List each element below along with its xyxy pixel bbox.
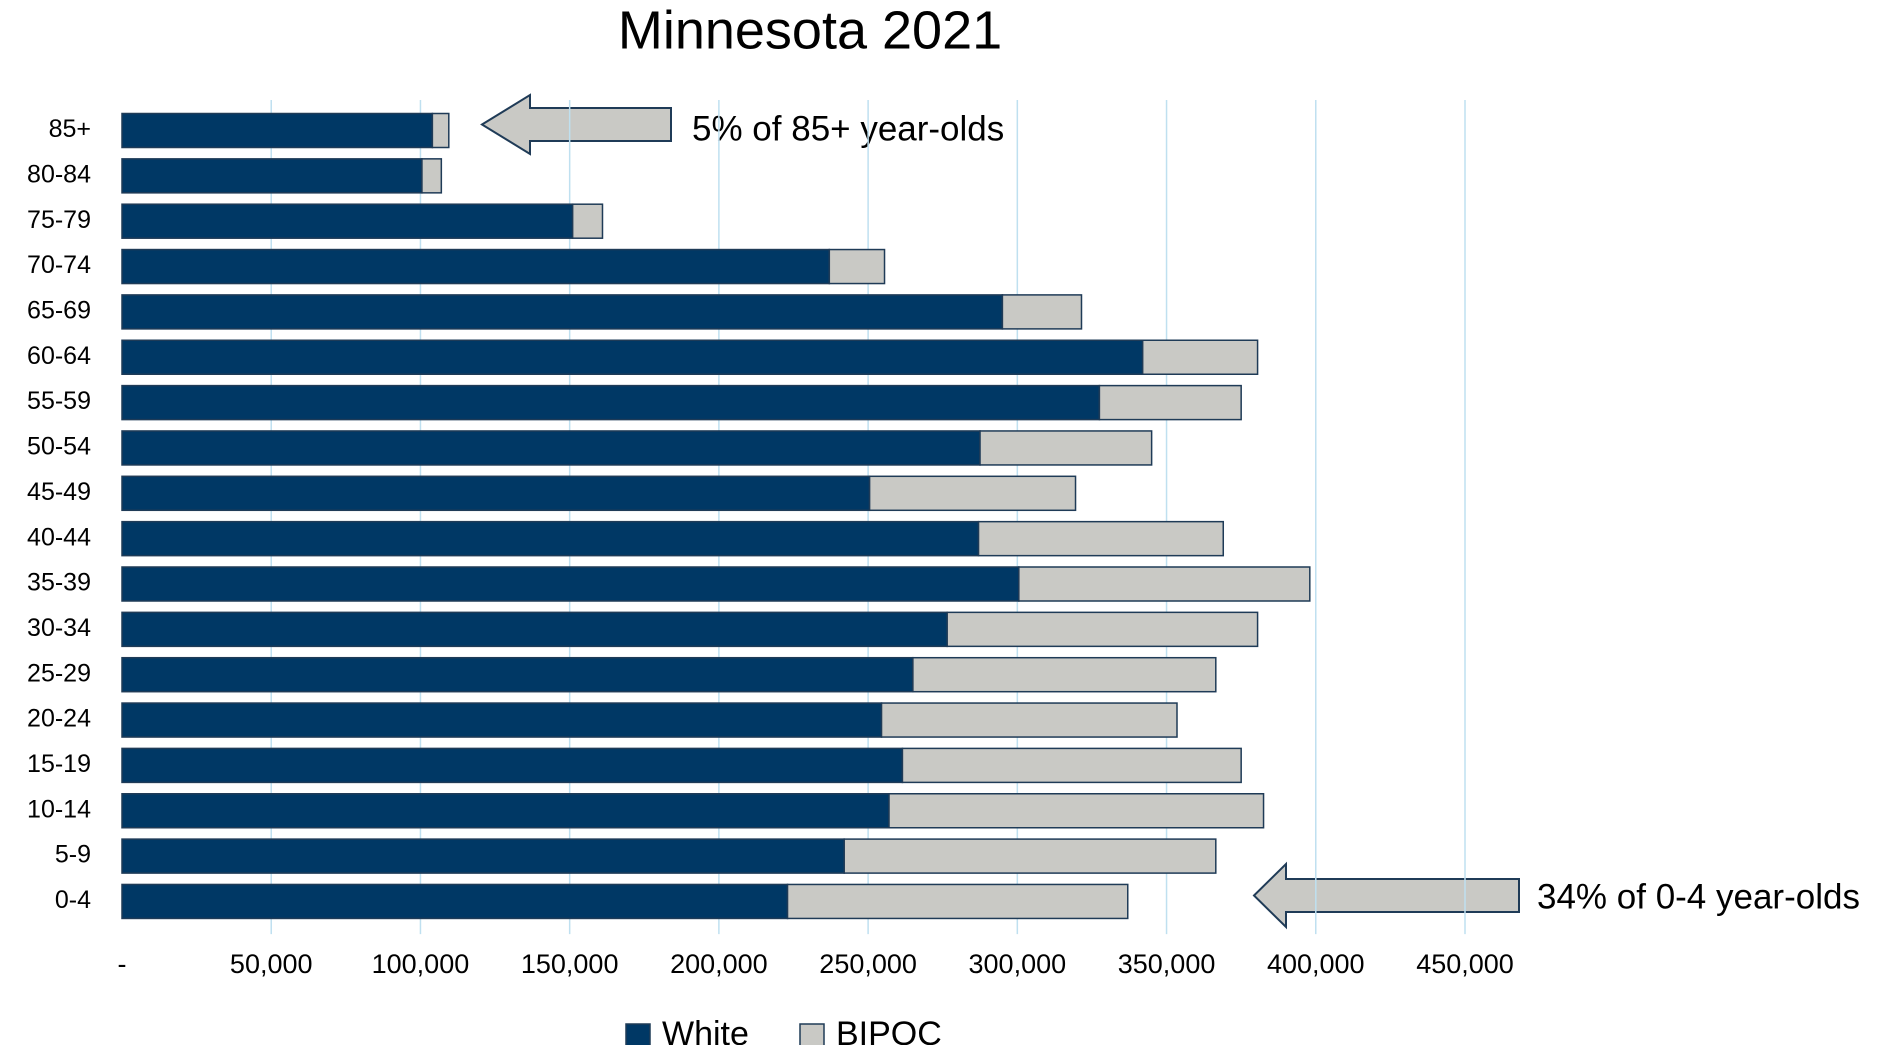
bar-segment	[121, 520, 980, 557]
legend-label: BIPOC	[836, 1015, 942, 1045]
y-tick-label: 50-54	[27, 433, 91, 461]
bar-segment	[946, 611, 1259, 648]
bar-segment	[1001, 294, 1083, 330]
y-tick-label: 15-19	[27, 750, 91, 778]
bar-segment	[121, 475, 871, 512]
bar-segment	[880, 702, 1178, 738]
bar-segment	[868, 475, 1077, 512]
annotation: 5% of 85+ year-olds	[692, 109, 1004, 148]
bar-segment	[121, 339, 1144, 375]
bar-segment	[121, 566, 1020, 602]
bar-segment	[121, 294, 1004, 330]
y-tick-label: 45-49	[27, 478, 91, 506]
bar-segment	[571, 203, 604, 239]
y-tick-label: 65-69	[27, 297, 91, 325]
x-tick-label: 250,000	[819, 949, 917, 979]
bar-segment	[121, 883, 789, 920]
y-tick-label: 60-64	[27, 342, 91, 370]
x-tick-label: 450,000	[1416, 949, 1514, 979]
bar-segment	[121, 747, 904, 784]
y-tick-label: 85+	[49, 115, 91, 143]
x-tick-label: 200,000	[670, 949, 768, 979]
x-tick-label: 150,000	[521, 949, 619, 979]
y-tick-label: 40-44	[27, 523, 91, 551]
x-tick-label: -	[118, 949, 127, 979]
x-tick-label: 300,000	[969, 949, 1067, 979]
x-tick-label: 100,000	[372, 949, 470, 979]
chart-title: Minnesota 2021	[618, 0, 1002, 60]
bar-segment	[121, 838, 845, 874]
bar-segment	[431, 112, 450, 149]
y-tick-label: 75-79	[27, 206, 91, 234]
bar-segment	[977, 520, 1225, 557]
bar-segment	[786, 883, 1129, 920]
annotation: 34% of 0-4 year-olds	[1537, 877, 1860, 916]
bar-segment	[1098, 384, 1242, 421]
bar-segment	[888, 793, 1265, 829]
x-tick-label: 350,000	[1118, 949, 1216, 979]
bar-segment	[421, 158, 443, 194]
bar-segment	[121, 112, 434, 149]
bar-segment	[121, 248, 831, 285]
legend-swatch	[799, 1023, 825, 1045]
bar-segment	[121, 793, 890, 829]
bar-segment	[121, 384, 1101, 421]
bar-segment	[1141, 339, 1259, 375]
legend-swatch	[625, 1023, 651, 1045]
bar-segment	[121, 158, 423, 194]
bar-segment	[901, 747, 1242, 784]
bar-segment	[912, 656, 1217, 693]
bar-segment	[121, 203, 574, 239]
bar-segment	[121, 611, 948, 648]
bar-segment	[1018, 566, 1311, 602]
bar-segment	[828, 248, 886, 285]
y-tick-label: 70-74	[27, 251, 91, 279]
bar-segment	[843, 838, 1217, 874]
y-tick-label: 20-24	[27, 705, 91, 733]
y-tick-label: 30-34	[27, 614, 91, 642]
bar-segment	[121, 656, 914, 693]
y-tick-label: 10-14	[27, 795, 91, 823]
y-tick-label: 55-59	[27, 387, 91, 415]
y-tick-label: 80-84	[27, 160, 91, 188]
legend-label: White	[662, 1015, 749, 1045]
y-tick-label: 5-9	[55, 841, 91, 869]
bar-segment	[121, 430, 981, 466]
y-tick-label: 25-29	[27, 659, 91, 687]
bar-segment	[979, 430, 1153, 466]
annotation-arrow	[480, 93, 672, 156]
annotation-arrow	[1252, 861, 1520, 930]
y-tick-label: 35-39	[27, 569, 91, 597]
y-tick-label: 0-4	[55, 886, 91, 914]
bar-segment	[121, 702, 883, 738]
x-tick-label: 50,000	[230, 949, 313, 979]
x-tick-label: 400,000	[1267, 949, 1365, 979]
